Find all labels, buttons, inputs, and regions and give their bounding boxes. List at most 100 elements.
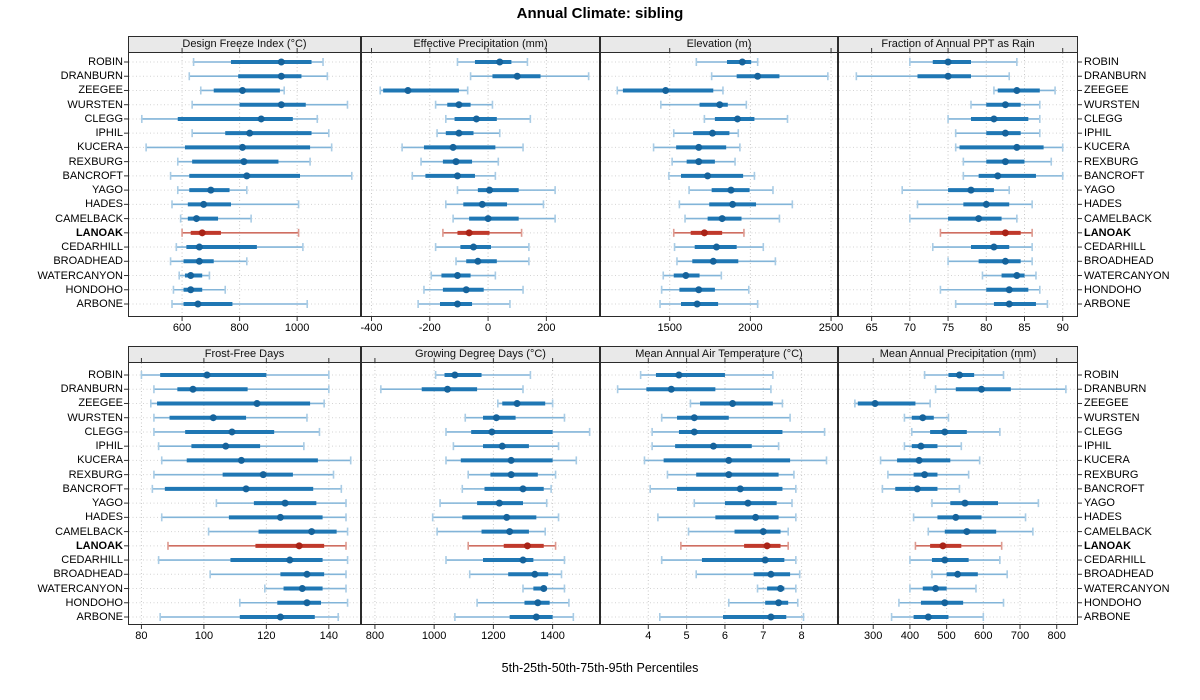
station-label-right: DRANBURN xyxy=(1084,383,1147,396)
percentile-row-watercanyon xyxy=(981,271,1037,280)
station-label-left: ARBONE xyxy=(76,297,123,310)
x-tick-label: 800 xyxy=(230,322,249,334)
x-tick-label: 1000 xyxy=(284,322,310,334)
x-tick-label: 2000 xyxy=(738,322,763,334)
x-tick-label: 8 xyxy=(798,630,805,642)
percentile-row-rexburg xyxy=(666,470,795,479)
percentile-row-iphil xyxy=(903,442,963,451)
percentile-row-zeegee xyxy=(497,399,554,408)
station-label-left: DRANBURN xyxy=(60,383,123,396)
percentile-row-kucera xyxy=(643,456,828,465)
station-label-right: KUCERA xyxy=(1084,141,1130,154)
percentile-row-dranburn xyxy=(855,72,1011,81)
percentile-row-kucera xyxy=(445,456,578,465)
percentile-row-broadhead xyxy=(169,257,248,266)
percentile-row-camelback xyxy=(927,527,1034,536)
percentile-row-bancroft xyxy=(169,171,353,180)
percentile-row-clegg xyxy=(153,427,321,436)
station-label-right: CLEGG xyxy=(1084,112,1123,125)
station-label-right: WURSTEN xyxy=(1084,411,1140,424)
percentile-row-clegg xyxy=(651,427,826,436)
x-tick-label: 90 xyxy=(1056,322,1069,334)
percentile-row-lanoak xyxy=(914,541,1003,550)
panel-border xyxy=(361,362,600,625)
percentile-row-lanoak xyxy=(467,541,557,550)
percentile-row-robin xyxy=(140,371,330,379)
percentile-row-bancroft xyxy=(962,171,1064,180)
station-label-left: WURSTEN xyxy=(67,411,123,424)
station-label-left: REXBURG xyxy=(68,468,123,481)
page-title: Annual Climate: sibling xyxy=(516,5,684,22)
x-tick-label: 65 xyxy=(865,322,878,334)
percentile-row-zeegee xyxy=(993,86,1056,95)
percentile-row-lanoak xyxy=(680,541,789,550)
station-label-right: CAMELBACK xyxy=(1084,212,1152,225)
percentile-row-iphil xyxy=(672,129,740,138)
percentile-row-yago xyxy=(931,499,1040,508)
x-tick-label: 800 xyxy=(365,630,385,642)
percentile-row-hondoho xyxy=(172,285,227,294)
percentile-row-iphil xyxy=(452,442,560,451)
station-label-left: CLEGG xyxy=(84,425,123,438)
x-tick-label: 100 xyxy=(194,630,214,642)
x-tick-label: 200 xyxy=(537,322,556,334)
station-label-right: HONDOHO xyxy=(1084,283,1142,296)
percentile-row-rexburg xyxy=(420,157,500,166)
percentile-row-iphil xyxy=(191,129,330,138)
percentile-row-bancroft xyxy=(151,484,343,493)
percentile-row-dranburn xyxy=(469,72,590,81)
percentile-row-lanoak xyxy=(939,228,1033,237)
station-label-left: KUCERA xyxy=(77,141,123,154)
station-label-left: BANCROFT xyxy=(62,482,124,495)
station-label-right: CEDARHILL xyxy=(1084,554,1146,567)
panel-header-effective-precipitation: Effective Precipitation (mm) xyxy=(361,36,600,53)
x-tick-label: 1000 xyxy=(421,630,447,642)
panel-plot xyxy=(838,48,1082,321)
panel-plot xyxy=(361,358,600,629)
station-label-right: BROADHEAD xyxy=(1084,255,1154,268)
x-tick-label: 800 xyxy=(1047,630,1066,642)
percentile-row-cedarhill xyxy=(157,556,349,565)
x-tick-label: 600 xyxy=(172,322,192,334)
station-label-left: WURSTEN xyxy=(67,98,123,111)
percentile-row-hades xyxy=(171,200,300,209)
station-label-left: DRANBURN xyxy=(60,70,123,83)
percentile-row-bancroft xyxy=(649,484,797,493)
percentile-row-watercanyon xyxy=(522,584,566,593)
x-tick-label: 85 xyxy=(1018,322,1031,334)
station-label-left: BROADHEAD xyxy=(53,255,123,268)
x-tick-label: 1200 xyxy=(481,630,506,642)
station-label-right: HONDOHO xyxy=(1084,596,1142,609)
percentile-row-yago xyxy=(693,499,793,508)
percentiles-caption: 5th-25th-50th-75th-95th Percentiles xyxy=(501,661,699,675)
station-label-right: HADES xyxy=(1084,511,1122,524)
percentile-row-dranburn xyxy=(153,385,330,394)
station-label-left: BROADHEAD xyxy=(53,568,123,581)
percentile-row-watercanyon xyxy=(909,584,977,593)
percentile-row-clegg xyxy=(141,114,319,123)
percentile-row-hondoho xyxy=(660,285,750,294)
percentile-row-camelback xyxy=(436,527,547,536)
percentile-row-dranburn xyxy=(380,385,524,394)
percentile-row-clegg xyxy=(703,114,789,123)
percentile-row-rexburg xyxy=(962,157,1053,166)
percentile-row-rexburg xyxy=(176,157,311,166)
panel-header-design-freeze-index: Design Freeze Index (°C) xyxy=(128,36,361,53)
station-label-right: CAMELBACK xyxy=(1084,525,1152,538)
station-label-right: KUCERA xyxy=(1084,454,1130,467)
station-label-right: YAGO xyxy=(1084,497,1115,510)
percentile-row-hondoho xyxy=(239,598,349,607)
x-tick-label: 80 xyxy=(135,630,148,642)
percentile-row-wursten xyxy=(903,413,950,422)
percentile-row-clegg xyxy=(910,427,1001,436)
percentile-row-cedarhill xyxy=(434,243,530,252)
station-label-left: YAGO xyxy=(92,184,123,197)
percentile-row-rexburg xyxy=(671,157,736,166)
station-label-right: BANCROFT xyxy=(1084,169,1145,182)
x-tick-label: 300 xyxy=(864,630,883,642)
station-label-right: BROADHEAD xyxy=(1084,568,1154,581)
percentile-row-hondoho xyxy=(476,598,570,607)
percentile-row-wursten xyxy=(970,100,1041,109)
percentile-row-wursten xyxy=(434,100,494,109)
